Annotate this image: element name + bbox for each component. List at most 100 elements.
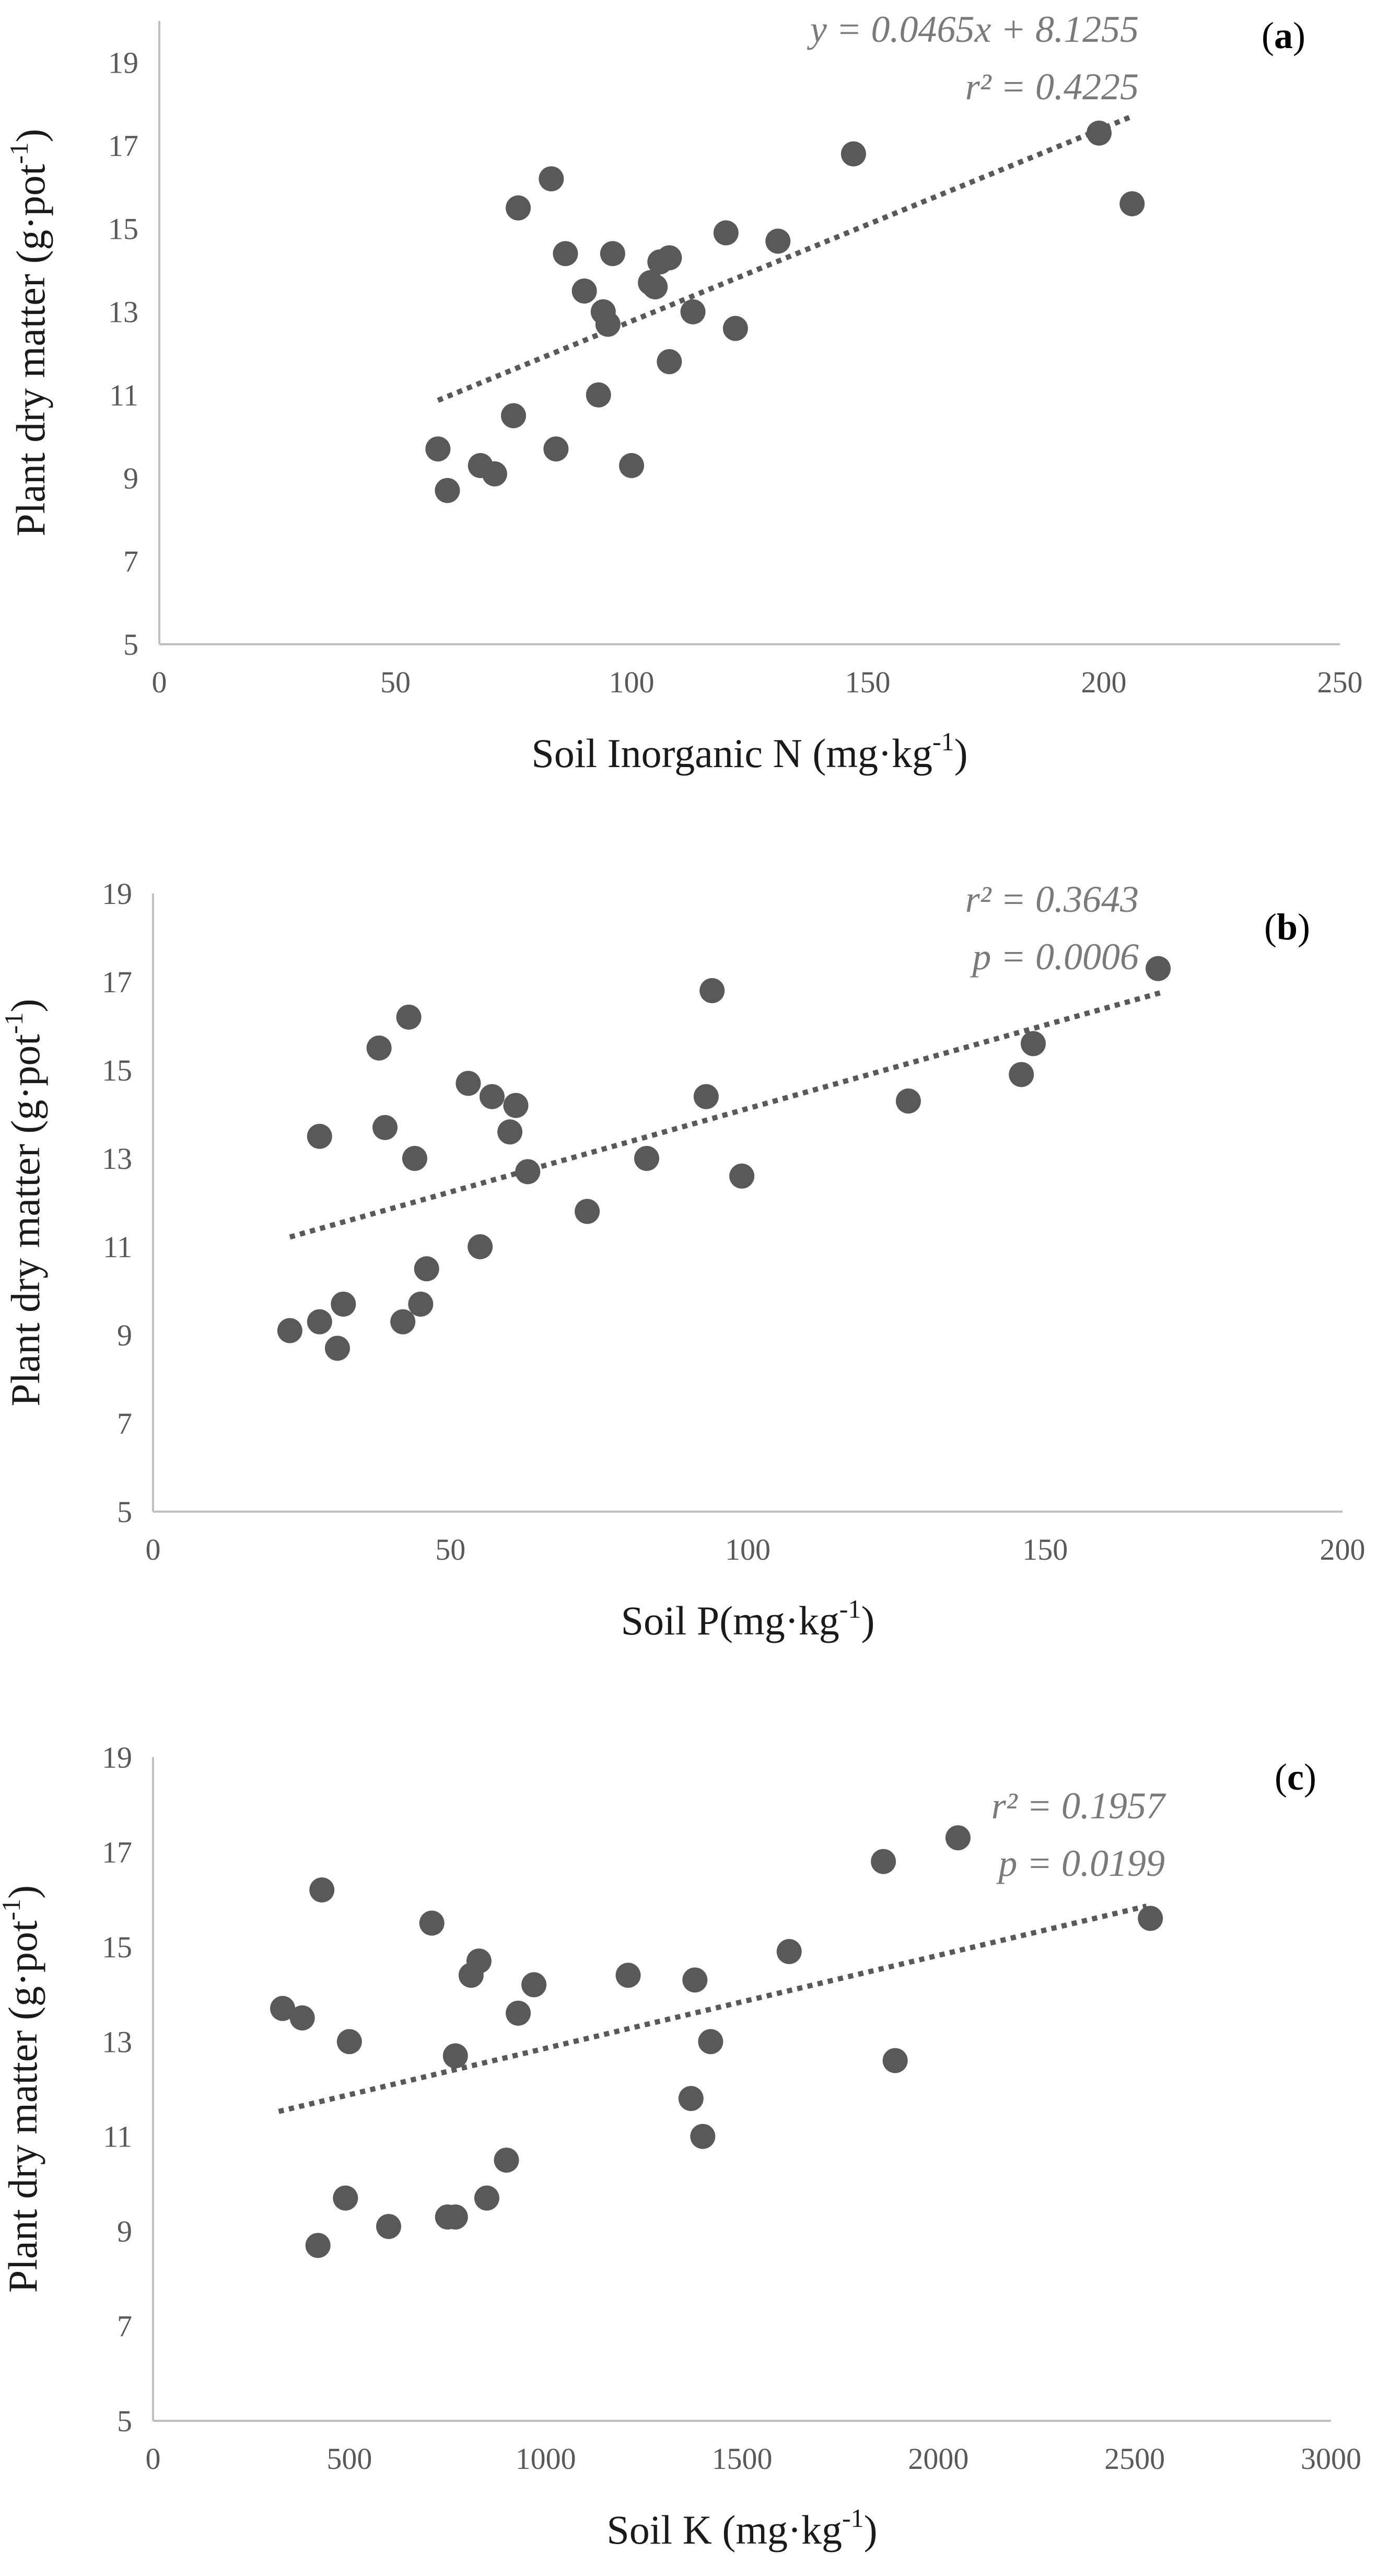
y-tick-label: 17 — [102, 1835, 132, 1869]
data-point — [680, 299, 706, 324]
data-point — [307, 1309, 332, 1335]
data-point — [634, 1146, 659, 1171]
x-tick-label: 50 — [435, 1533, 465, 1567]
panel-label-close: ) — [1293, 15, 1305, 56]
x-tick-label: 50 — [380, 665, 411, 699]
regression-annotation: p = 0.0199 — [996, 1842, 1165, 1884]
data-point — [435, 478, 460, 503]
data-point — [307, 1123, 332, 1149]
y-tick-label: 5 — [123, 628, 138, 662]
data-point — [466, 1948, 492, 1974]
data-point — [539, 166, 564, 192]
x-tick-label: 2000 — [908, 2442, 968, 2476]
y-tick-label: 15 — [102, 1053, 132, 1087]
regression-annotation: r² = 0.1957 — [991, 1785, 1166, 1827]
data-point — [324, 1336, 350, 1361]
panel-label-open: ( — [1275, 1756, 1287, 1798]
data-point — [497, 1119, 523, 1145]
x-axis-label-end: ) — [861, 1598, 874, 1643]
regression-annotation: p = 0.0006 — [970, 936, 1139, 978]
y-axis-label-superscript: -1 — [4, 142, 33, 164]
y-tick-label: 5 — [117, 2404, 132, 2438]
data-point — [1020, 1031, 1046, 1057]
x-axis-label-end: ) — [864, 2507, 878, 2552]
y-tick-label: 15 — [102, 1930, 132, 1964]
y-axis-label: Plant dry matter (g·pot-1) — [4, 129, 53, 536]
data-point — [1086, 120, 1112, 146]
data-point — [425, 436, 451, 462]
x-axis-label-text: Soil K (mg·kg — [606, 2507, 842, 2552]
y-tick-label: 9 — [117, 2214, 132, 2248]
trendline — [289, 989, 1165, 1240]
x-tick-label: 1500 — [712, 2442, 773, 2476]
data-point — [468, 1234, 493, 1259]
y-tick-label: 9 — [123, 461, 138, 495]
data-point — [615, 1963, 641, 1988]
data-point — [690, 2124, 716, 2149]
panel-label-close: ) — [1298, 906, 1310, 948]
data-point — [277, 1318, 302, 1343]
chart-panel-a: 5 7 9 11 13 15 17 19 0 50 100 150 200 250 Soil Inorgan… — [4, 8, 1363, 776]
data-point — [1146, 956, 1171, 981]
x-axis-label-superscript: -1 — [932, 727, 954, 756]
x-axis-label: Soil K (mg·kg-1) — [606, 2503, 877, 2552]
data-point — [270, 1995, 296, 2021]
data-point — [945, 1825, 971, 1851]
data-point — [376, 2214, 401, 2240]
y-tick-label: 5 — [117, 1495, 132, 1529]
panel-label: (a) — [1262, 15, 1305, 56]
x-axis-label-text: Soil P(mg·kg — [621, 1598, 839, 1643]
data-point — [713, 220, 739, 246]
y-tick-label: 13 — [102, 2025, 132, 2059]
data-point — [396, 1004, 422, 1030]
x-tick-label: 200 — [1081, 665, 1127, 699]
panel-label-close: ) — [1304, 1756, 1316, 1798]
data-point — [643, 274, 668, 300]
data-point — [372, 1115, 398, 1140]
data-point — [619, 453, 644, 479]
y-axis-label-end: ) — [0, 1885, 45, 1899]
data-point — [521, 1972, 547, 1998]
data-point — [515, 1159, 541, 1185]
y-tick-label: 19 — [108, 46, 138, 80]
data-point — [503, 1093, 529, 1118]
data-point — [895, 1088, 921, 1114]
data-point — [722, 316, 748, 341]
data-point — [456, 1071, 481, 1096]
y-tick-label: 15 — [108, 212, 138, 246]
data-point — [575, 1199, 600, 1224]
data-point — [595, 311, 621, 337]
data-point — [871, 1849, 896, 1874]
data-point — [479, 1084, 505, 1109]
data-point — [1009, 1062, 1034, 1087]
data-point — [494, 2148, 519, 2173]
panel-label-letter: a — [1274, 15, 1293, 56]
y-tick-label: 11 — [103, 2120, 132, 2154]
data-point — [336, 2029, 362, 2055]
y-axis-label-end: ) — [3, 999, 48, 1012]
x-tick-label: 100 — [609, 665, 655, 699]
regression-annotation: r² = 0.4225 — [965, 66, 1139, 108]
data-point — [600, 241, 625, 266]
y-tick-label: 17 — [108, 129, 138, 163]
data-point — [571, 278, 597, 304]
regression-annotation: r² = 0.3643 — [965, 878, 1139, 920]
data-point — [1119, 191, 1145, 216]
y-tick-label: 19 — [102, 877, 132, 911]
y-tick-label: 13 — [102, 1142, 132, 1176]
y-axis-label-text: Plant dry matter (g·pot — [0, 1920, 45, 2293]
y-axis-label-text: Plant dry matter (g·pot — [3, 1034, 48, 1407]
y-axis-label-end: ) — [8, 129, 53, 142]
trendline — [437, 113, 1134, 403]
data-point — [331, 1291, 356, 1317]
y-tick-label: 11 — [103, 1230, 132, 1264]
x-axis-label: Soil Inorganic N (mg·kg-1) — [531, 727, 967, 776]
y-axis-label-superscript: -1 — [0, 1899, 26, 1921]
data-point — [474, 2185, 499, 2211]
data-point — [408, 1291, 434, 1317]
data-point — [657, 245, 682, 271]
data-point — [693, 1084, 719, 1109]
y-axis-label: Plant dry matter (g·pot-1) — [0, 1885, 45, 2293]
